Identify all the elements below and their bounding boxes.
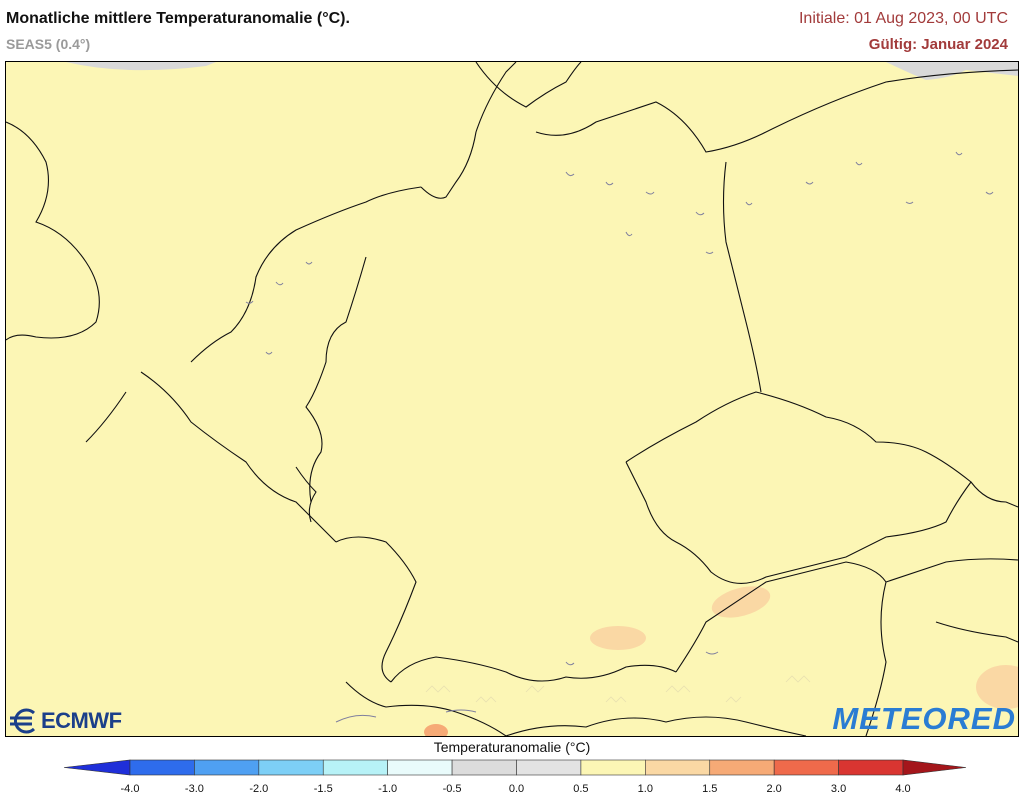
borders: [6, 62, 1018, 736]
colorbar-arrow-high: [902, 759, 967, 776]
colorbar-tick-label: 2.0: [766, 783, 782, 795]
initial-time: Initiale: 01 Aug 2023, 00 UTC: [798, 10, 1008, 27]
anomaly-patch-bavaria: [590, 626, 646, 650]
lakes: [245, 151, 994, 723]
legend-title: Temperaturanomalie (°C): [433, 739, 591, 755]
no-data-area-north: [66, 62, 216, 71]
colorbar-segment: [645, 759, 711, 776]
colorbar-tick-label: -2.0: [249, 783, 269, 795]
colorbar-segment: [709, 759, 775, 776]
color-bar: [63, 759, 967, 776]
colorbar-segment: [387, 759, 453, 776]
colorbar-tick-label: 0.5: [573, 783, 589, 795]
ecmwf-logo-icon: [10, 708, 36, 734]
colorbar-tick-label: 0.0: [508, 783, 525, 795]
map-canvas: [6, 62, 1018, 736]
colorbar-tick-label: -0.5: [442, 783, 462, 795]
colorbar-segment: [838, 759, 904, 776]
colorbar-segment: [580, 759, 646, 776]
colorbar-segment: [773, 759, 839, 776]
colorbar-tick-label: 1.5: [702, 783, 718, 795]
colorbar-arrow-low: [63, 759, 131, 776]
meteored-logo: METEORED: [832, 701, 1016, 736]
colorbar-tick-label: 3.0: [830, 783, 847, 795]
model-subtitle: SEAS5 (0.4°): [6, 36, 91, 52]
colorbar-tick-label: 4.0: [895, 783, 911, 795]
colorbar-tick-label: -4.0: [120, 783, 140, 795]
anomaly-patch-east: [976, 665, 1018, 709]
colorbar-segment: [516, 759, 582, 776]
anomaly-patch-alps: [424, 724, 448, 736]
colorbar-segment: [258, 759, 324, 776]
anomaly-map[interactable]: [5, 61, 1019, 737]
colorbar-segment: [194, 759, 260, 776]
colorbar-segment: [322, 759, 388, 776]
anomaly-patch-austria: [711, 586, 771, 618]
ecmwf-logo: ECMWF: [8, 708, 122, 734]
no-data-area-northeast: [886, 62, 1018, 80]
colorbar-tick-label: -1.5: [313, 783, 333, 795]
colorbar-tick-label: -3.0: [184, 783, 204, 795]
chart-title: Monatliche mittlere Temperaturanomalie (…: [6, 10, 350, 27]
colorbar-segment: [451, 759, 517, 776]
colorbar-tick-label: -1.0: [378, 783, 398, 795]
colorbar-tick-label: 1.0: [637, 783, 653, 795]
relief: [425, 675, 811, 703]
colorbar-segment: [129, 759, 195, 776]
ecmwf-logo-text: ECMWF: [41, 708, 122, 733]
valid-period: Gültig: Januar 2024: [868, 36, 1008, 53]
